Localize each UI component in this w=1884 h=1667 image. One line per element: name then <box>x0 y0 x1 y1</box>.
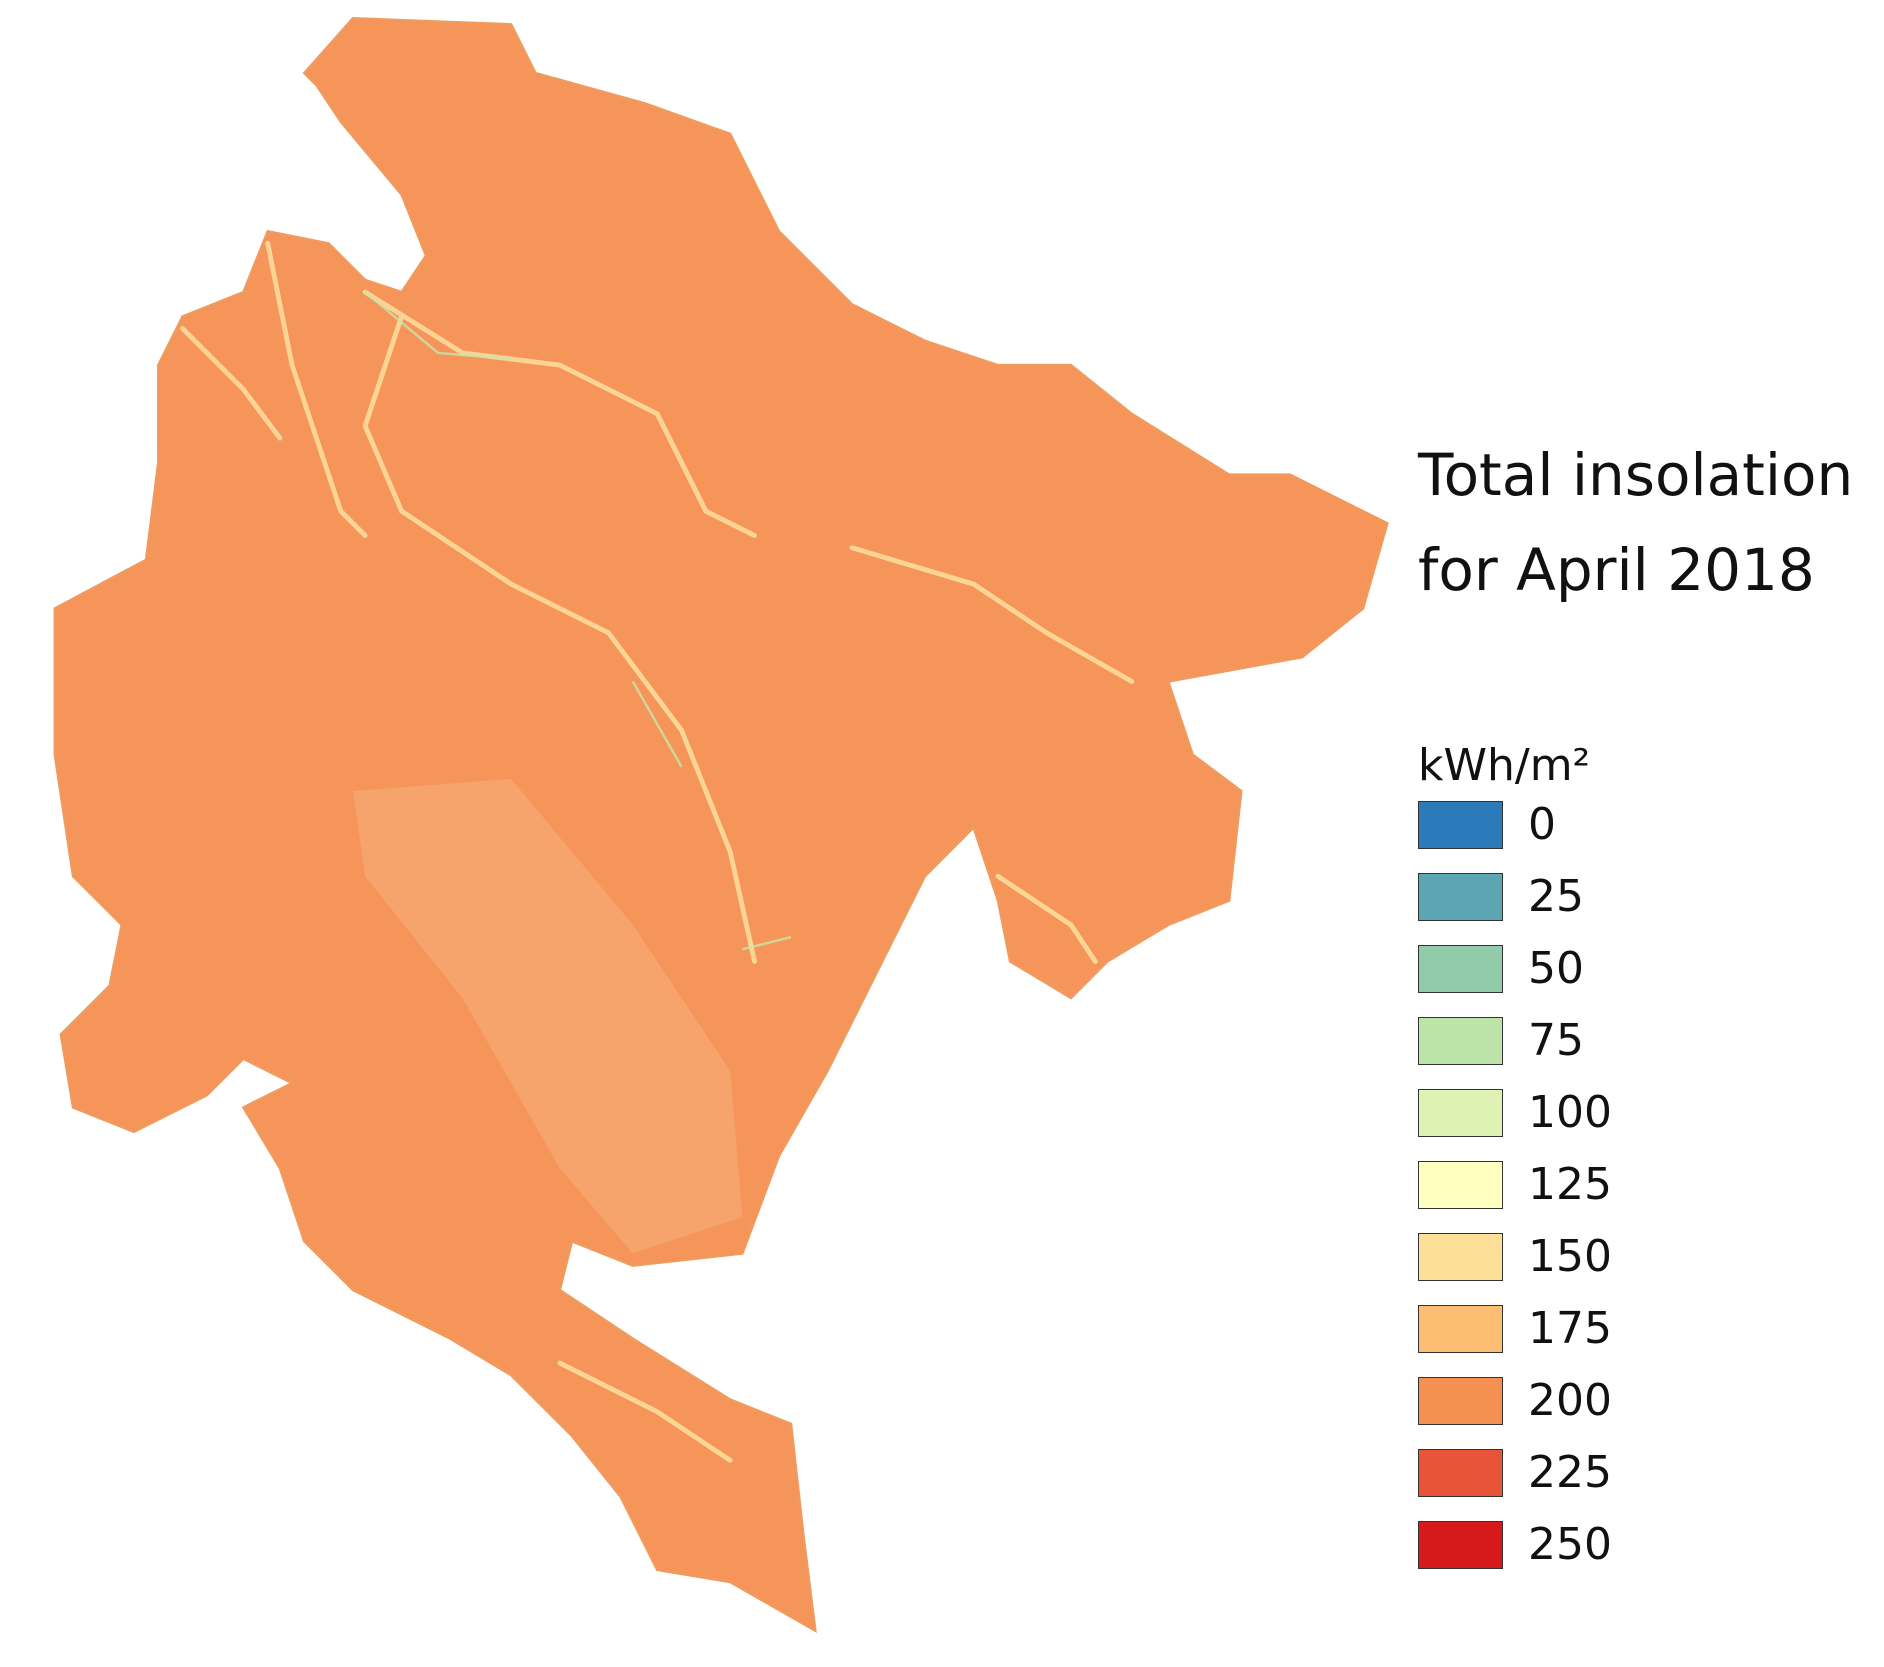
legend-label: 200 <box>1528 1375 1612 1426</box>
legend-swatch <box>1418 1521 1503 1569</box>
legend-label: 50 <box>1528 943 1584 994</box>
legend-label: 175 <box>1528 1303 1612 1354</box>
lowland-area <box>352 778 743 1254</box>
legend-swatch <box>1418 801 1503 849</box>
legend-label: 0 <box>1528 799 1556 850</box>
legend-swatch <box>1418 1305 1503 1353</box>
legend-swatch <box>1418 1377 1503 1425</box>
legend-swatch <box>1418 1449 1503 1497</box>
legend-label: 225 <box>1528 1447 1612 1498</box>
legend-label: 100 <box>1528 1087 1612 1138</box>
legend-unit: kWh/m² <box>1418 740 1591 791</box>
legend-swatch <box>1418 873 1503 921</box>
rivers <box>364 291 792 951</box>
legend-swatch <box>1418 1017 1503 1065</box>
legend-label: 150 <box>1528 1231 1612 1282</box>
legend-label: 250 <box>1528 1519 1612 1570</box>
legend-swatch <box>1418 1161 1503 1209</box>
legend-swatch <box>1418 945 1503 993</box>
legend-title: Total insolation for April 2018 <box>1418 441 1854 604</box>
legend-label: 125 <box>1528 1159 1612 1210</box>
legend-swatch <box>1418 1233 1503 1281</box>
legend-label: 75 <box>1528 1015 1584 1066</box>
country-shape <box>53 17 1389 1634</box>
legend-swatch <box>1418 1089 1503 1137</box>
legend-label: 25 <box>1528 871 1584 922</box>
valleys <box>180 240 1135 1463</box>
